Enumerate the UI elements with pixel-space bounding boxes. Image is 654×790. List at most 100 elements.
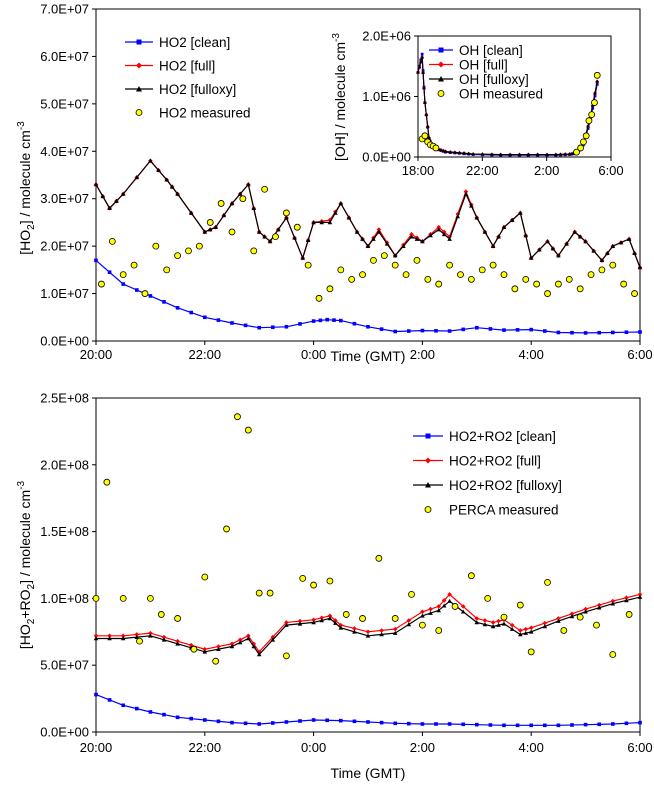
top-series-point: [376, 229, 382, 234]
inset-series-point: [424, 112, 429, 116]
bottom-series-point: [338, 622, 344, 628]
bottom-legend-swatch-marker: [424, 506, 432, 513]
top-series-point: [135, 288, 139, 292]
inset-legend-label: OH [clean]: [459, 43, 523, 58]
top-series-point: [409, 231, 414, 237]
top-series-point: [420, 328, 425, 333]
inset-legend-swatch-marker: [438, 47, 444, 53]
top-series-point: [148, 294, 153, 298]
bottom-series-2: [93, 594, 643, 657]
top-series-point: [583, 239, 588, 244]
bottom-series-point: [441, 603, 447, 608]
bottom-series-point: [420, 609, 425, 615]
top-measured-point: [315, 294, 323, 302]
bottom-series-point: [365, 629, 371, 635]
top-series-point: [545, 239, 550, 244]
bottom-series-point: [271, 721, 275, 725]
bottom-series-point: [583, 606, 588, 612]
bottom-series-point: [624, 598, 629, 603]
top-series-point: [300, 255, 306, 260]
top-measured-point: [293, 223, 301, 231]
bottom-measured-point: [223, 525, 230, 533]
top-series-point: [246, 182, 251, 187]
bottom-series-point: [327, 616, 333, 621]
bottom-series-point: [420, 613, 425, 618]
bottom-series-point: [596, 605, 602, 610]
top-series-point: [175, 191, 180, 196]
bottom-x-tick-label: 20:00: [80, 740, 113, 755]
inset-series-point: [593, 91, 597, 95]
bottom-series-point: [311, 617, 316, 623]
inset-series-point: [508, 152, 512, 156]
bottom-series-point: [202, 646, 208, 652]
top-y-tick-label: 6.0E+07: [40, 49, 89, 64]
bottom-series-point: [216, 646, 221, 651]
inset-legend-swatch-marker: [438, 61, 444, 68]
top-measured-point: [446, 261, 454, 269]
top-chart: 0.0E+00 1.0E+07 2.0E+07 3.0E+07 4.0E+07 5.0E+…: [16, 2, 653, 365]
top-series-point: [162, 300, 166, 304]
top-series-point: [543, 329, 547, 333]
top-legend-entry: HO2 [fulloxy]: [125, 82, 236, 97]
inset-x-tick-label: 2:00: [534, 163, 559, 178]
bottom-series-point: [496, 618, 501, 624]
top-measured-point: [337, 266, 345, 274]
top-series-point: [346, 215, 352, 220]
bottom-series-point: [556, 618, 561, 623]
top-series-point: [564, 241, 569, 246]
bottom-measured-point: [255, 589, 263, 597]
top-series-point: [496, 234, 501, 239]
bottom-series-point: [637, 594, 643, 599]
top-measured-point: [380, 252, 388, 260]
bottom-measured-point: [576, 613, 584, 621]
top-series-point: [120, 191, 126, 196]
bottom-y-tick-label: 1.5E+08: [40, 524, 89, 539]
bottom-y-axis-title: [HO2+RO2] / molecule cm-3: [16, 480, 37, 649]
bottom-series-point: [148, 630, 153, 636]
top-series-3: [98, 185, 638, 302]
inset-series-point: [441, 148, 446, 153]
top-y-axis-title: [HO2] / molecule cm-3: [16, 121, 37, 255]
bottom-ticks: 0.0E+00 5.0E+07 1.0E+08 1.5E+08 2.0E+08 2.5E+…: [40, 391, 652, 756]
top-x-tick-label: 22:00: [189, 347, 222, 362]
bottom-series-point: [251, 644, 257, 649]
top-series-point: [292, 235, 297, 240]
bottom-series-point: [121, 703, 125, 708]
top-measured-point: [435, 280, 443, 288]
top-series-point: [271, 325, 275, 330]
top-legend-swatch-marker: [136, 39, 142, 45]
bottom-series-point: [542, 620, 548, 626]
inset-series-point: [535, 152, 540, 156]
bottom-x-tick-label: 6:00: [627, 740, 652, 755]
bottom-series-point: [406, 618, 412, 623]
top-measured-point: [555, 280, 562, 288]
bottom-series-point: [229, 644, 235, 649]
bottom-measured-point: [408, 590, 415, 598]
top-series-point: [202, 229, 208, 234]
bottom-legend-swatch-marker: [425, 457, 431, 464]
bottom-series-point: [447, 598, 452, 603]
bottom-series-point: [434, 722, 438, 726]
bottom-measured-point: [119, 595, 127, 602]
inset-series-point: [563, 152, 568, 156]
top-series-point: [305, 237, 311, 243]
top-series-point: [441, 231, 447, 237]
top-legend-entry: HO2 [full]: [125, 59, 215, 74]
top-series-point: [262, 234, 267, 239]
top-y-tick-label: 4.0E+07: [40, 144, 89, 159]
inset-series: [416, 52, 601, 157]
inset-measured-point: [432, 144, 440, 152]
bottom-series-point: [107, 636, 112, 641]
bottom-series-point: [366, 720, 370, 724]
top-series-point: [637, 265, 643, 270]
inset-legend-label: OH measured: [459, 87, 543, 102]
inset-ticks: 0.0E+00 1.0E+06 2.0E+06 18:00 22:00 2:00 6:00: [362, 29, 623, 179]
inset-series-point: [421, 70, 425, 75]
bottom-measured-point: [625, 611, 633, 618]
top-series-point: [461, 327, 465, 332]
bottom-series-point: [93, 633, 99, 639]
bottom-series-point: [542, 624, 548, 629]
top-series-point: [207, 227, 213, 232]
inset-series-point: [517, 152, 522, 156]
